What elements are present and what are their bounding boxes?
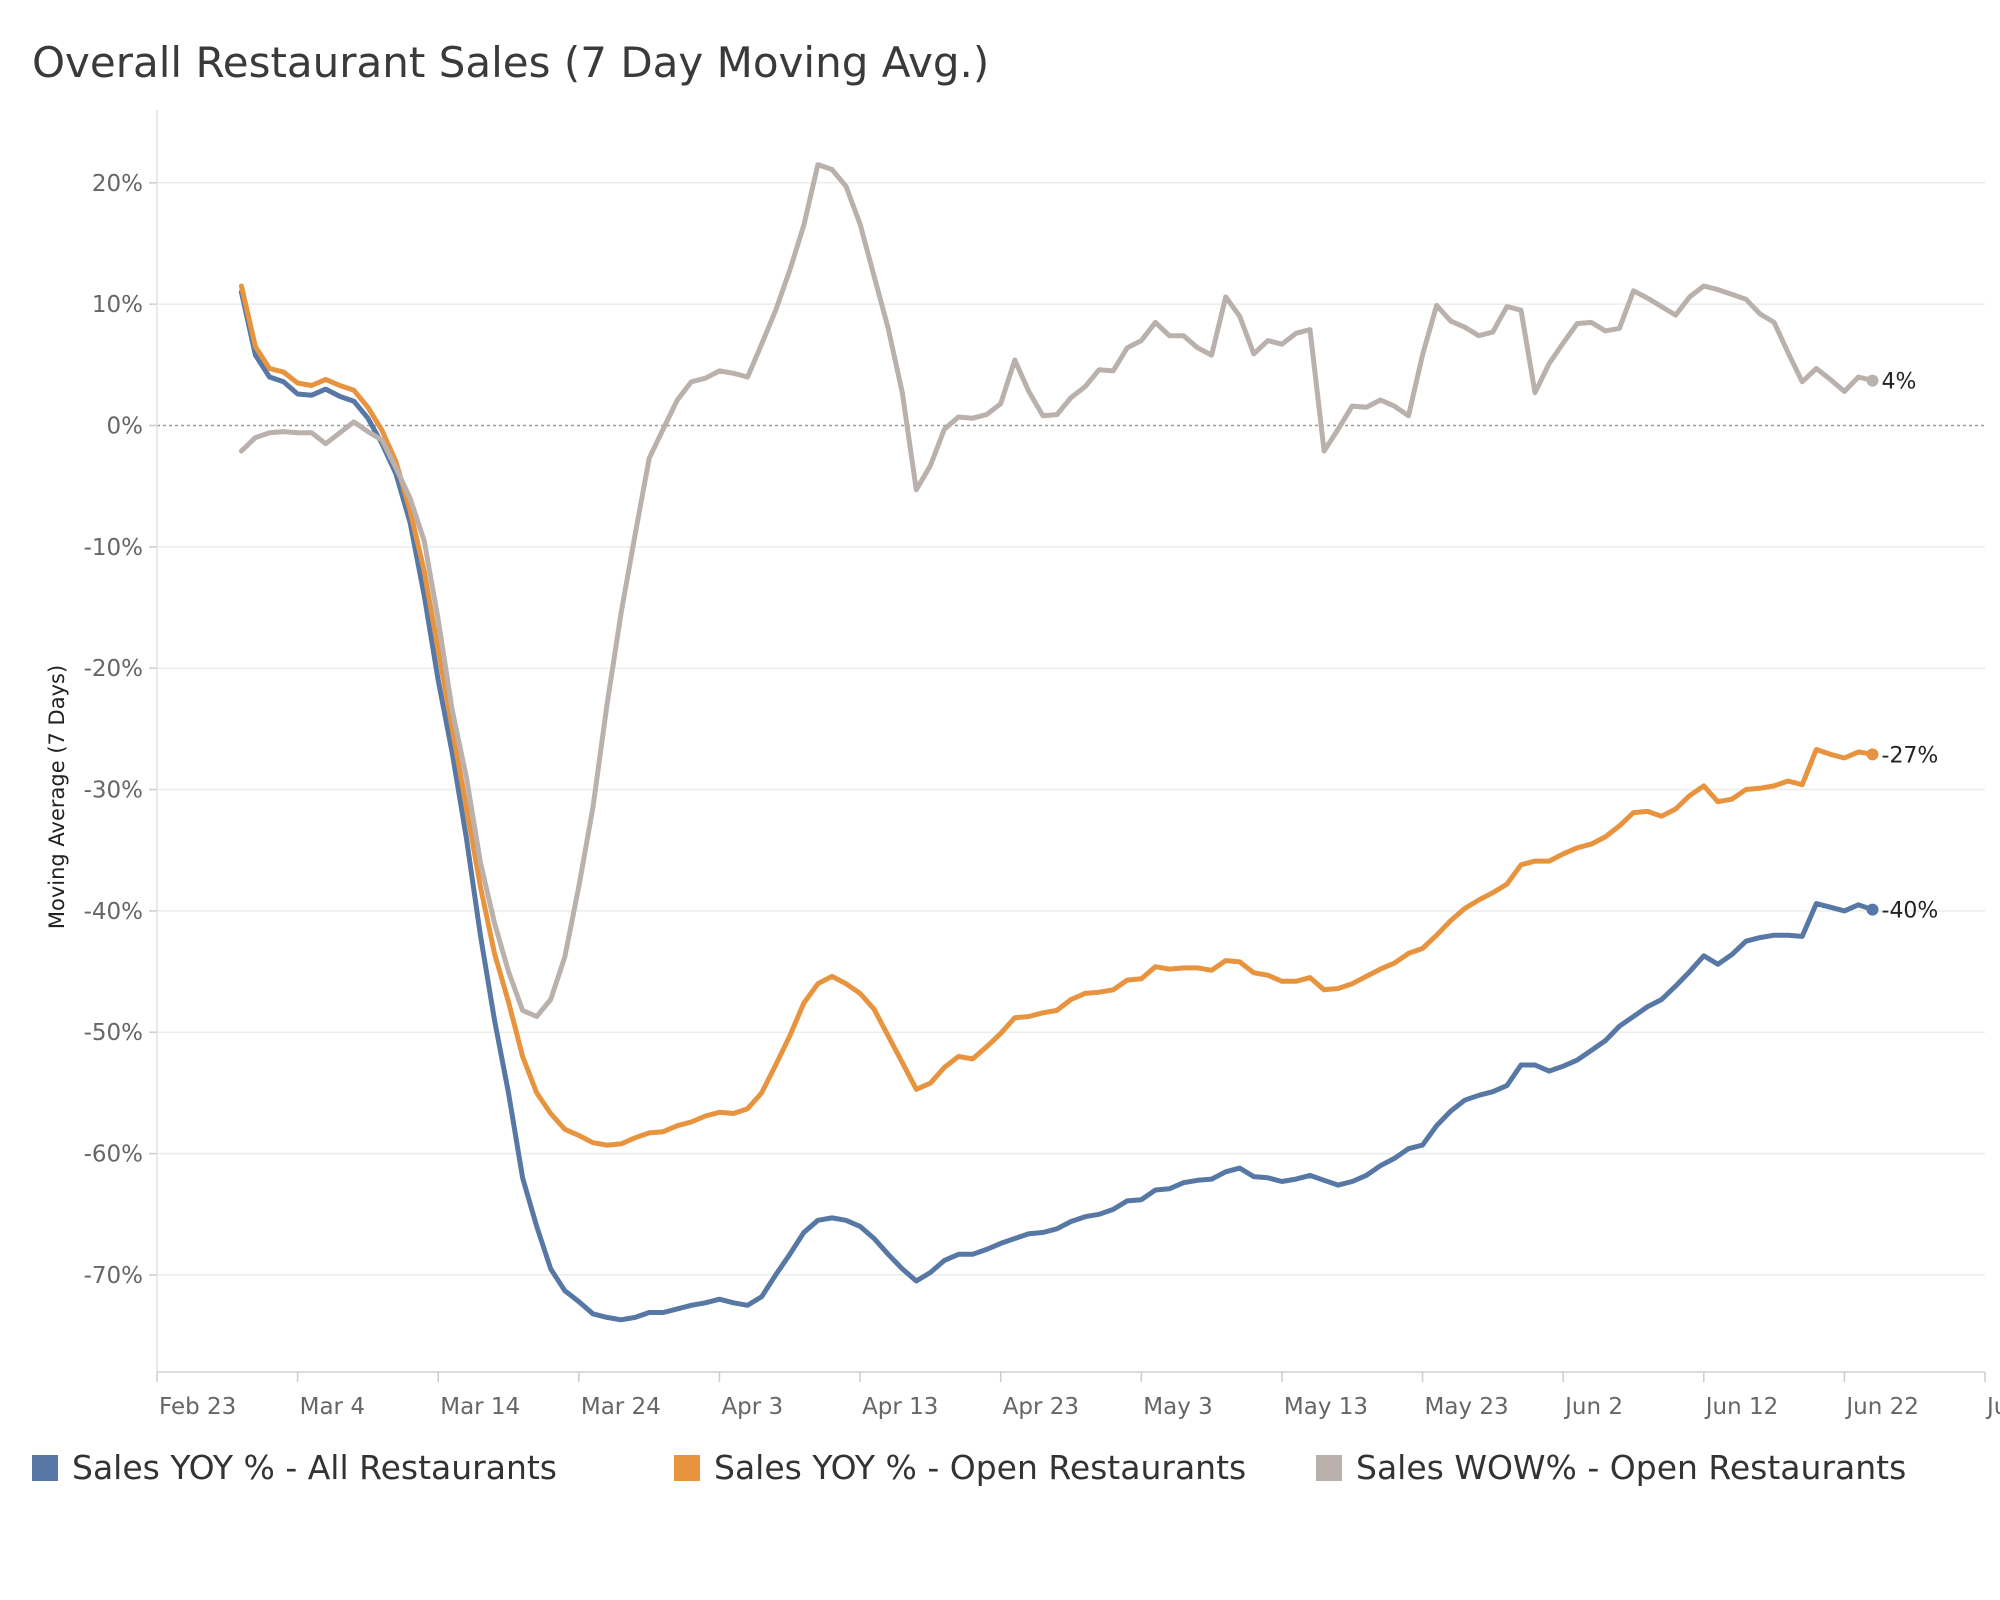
x-tick-label: May 3 (1143, 1394, 1213, 1420)
y-tick-label: -20% (84, 656, 143, 682)
legend-label: Sales WOW% - Open Restaurants (1356, 1448, 1907, 1487)
y-tick-label: 20% (92, 171, 143, 197)
x-tick-label: May 13 (1284, 1394, 1368, 1420)
axes: 20% 10% 0% -10% -20% -30% -40% -50% -60% -70% Feb … (84, 110, 2000, 1420)
x-tick-label: Apr 3 (721, 1394, 783, 1420)
series-lines (238, 162, 1879, 1323)
y-tick-label: -30% (84, 778, 143, 804)
series-end-label: -40% (1882, 899, 1939, 924)
legend-label: Sales YOY % - All Restaurants (72, 1448, 557, 1487)
series-end-marker (1866, 903, 1879, 916)
y-tick-label: 10% (92, 292, 143, 318)
legend-item[interactable]: Sales YOY % - Open Restaurants (674, 1448, 1246, 1487)
legend-item[interactable]: Sales YOY % - All Restaurants (32, 1448, 557, 1487)
y-tick-label: -70% (84, 1263, 143, 1289)
legend-swatch (674, 1454, 700, 1481)
legend-label: Sales YOY % - Open Restaurants (714, 1448, 1247, 1487)
series-line-sales-wow-open-restaurants (238, 162, 1875, 1019)
series-end-label: 4% (1882, 370, 1917, 395)
end-labels: -40% -27% 4% (1882, 370, 1939, 924)
y-tick-label: -40% (84, 899, 143, 925)
x-tick-label: May 23 (1425, 1394, 1509, 1420)
x-tick-label: Feb 23 (159, 1394, 236, 1420)
y-tick-label: -60% (84, 1142, 143, 1168)
series-line-sales-yoy-all-restaurants (238, 289, 1875, 1323)
gridlines (157, 182, 1985, 1276)
series-line-sales-yoy-open-restaurants (238, 283, 1875, 1148)
series-end-label: -27% (1882, 743, 1939, 768)
legend: Sales YOY % - All Restaurants Sales YOY %… (32, 1448, 1982, 1498)
y-tick-label: 0% (107, 414, 144, 440)
x-tick-label: Apr 13 (862, 1394, 938, 1420)
legend-swatch (32, 1454, 58, 1481)
series-end-marker (1866, 748, 1879, 761)
x-tick-label: Mar 4 (300, 1394, 365, 1420)
series-end-marker (1866, 374, 1879, 387)
x-tick-label: Mar 24 (581, 1394, 661, 1420)
legend-item[interactable]: Sales WOW% - Open Restaurants (1316, 1448, 1906, 1487)
y-axis-label: Moving Average (7 Days) (45, 665, 69, 929)
x-tick-label: Apr 23 (1003, 1394, 1079, 1420)
x-tick-label: Jun 12 (1704, 1394, 1779, 1420)
x-tick-label: Jul 2 (1985, 1394, 2000, 1420)
y-tick-label: -50% (84, 1020, 143, 1046)
x-tick-label: Jun 22 (1844, 1394, 1919, 1420)
chart-title: Overall Restaurant Sales (7 Day Moving A… (32, 38, 990, 87)
x-tick-label: Mar 14 (440, 1394, 520, 1420)
x-tick-label: Jun 2 (1563, 1394, 1623, 1420)
legend-swatch (1316, 1454, 1342, 1481)
y-tick-label: -10% (84, 535, 143, 561)
